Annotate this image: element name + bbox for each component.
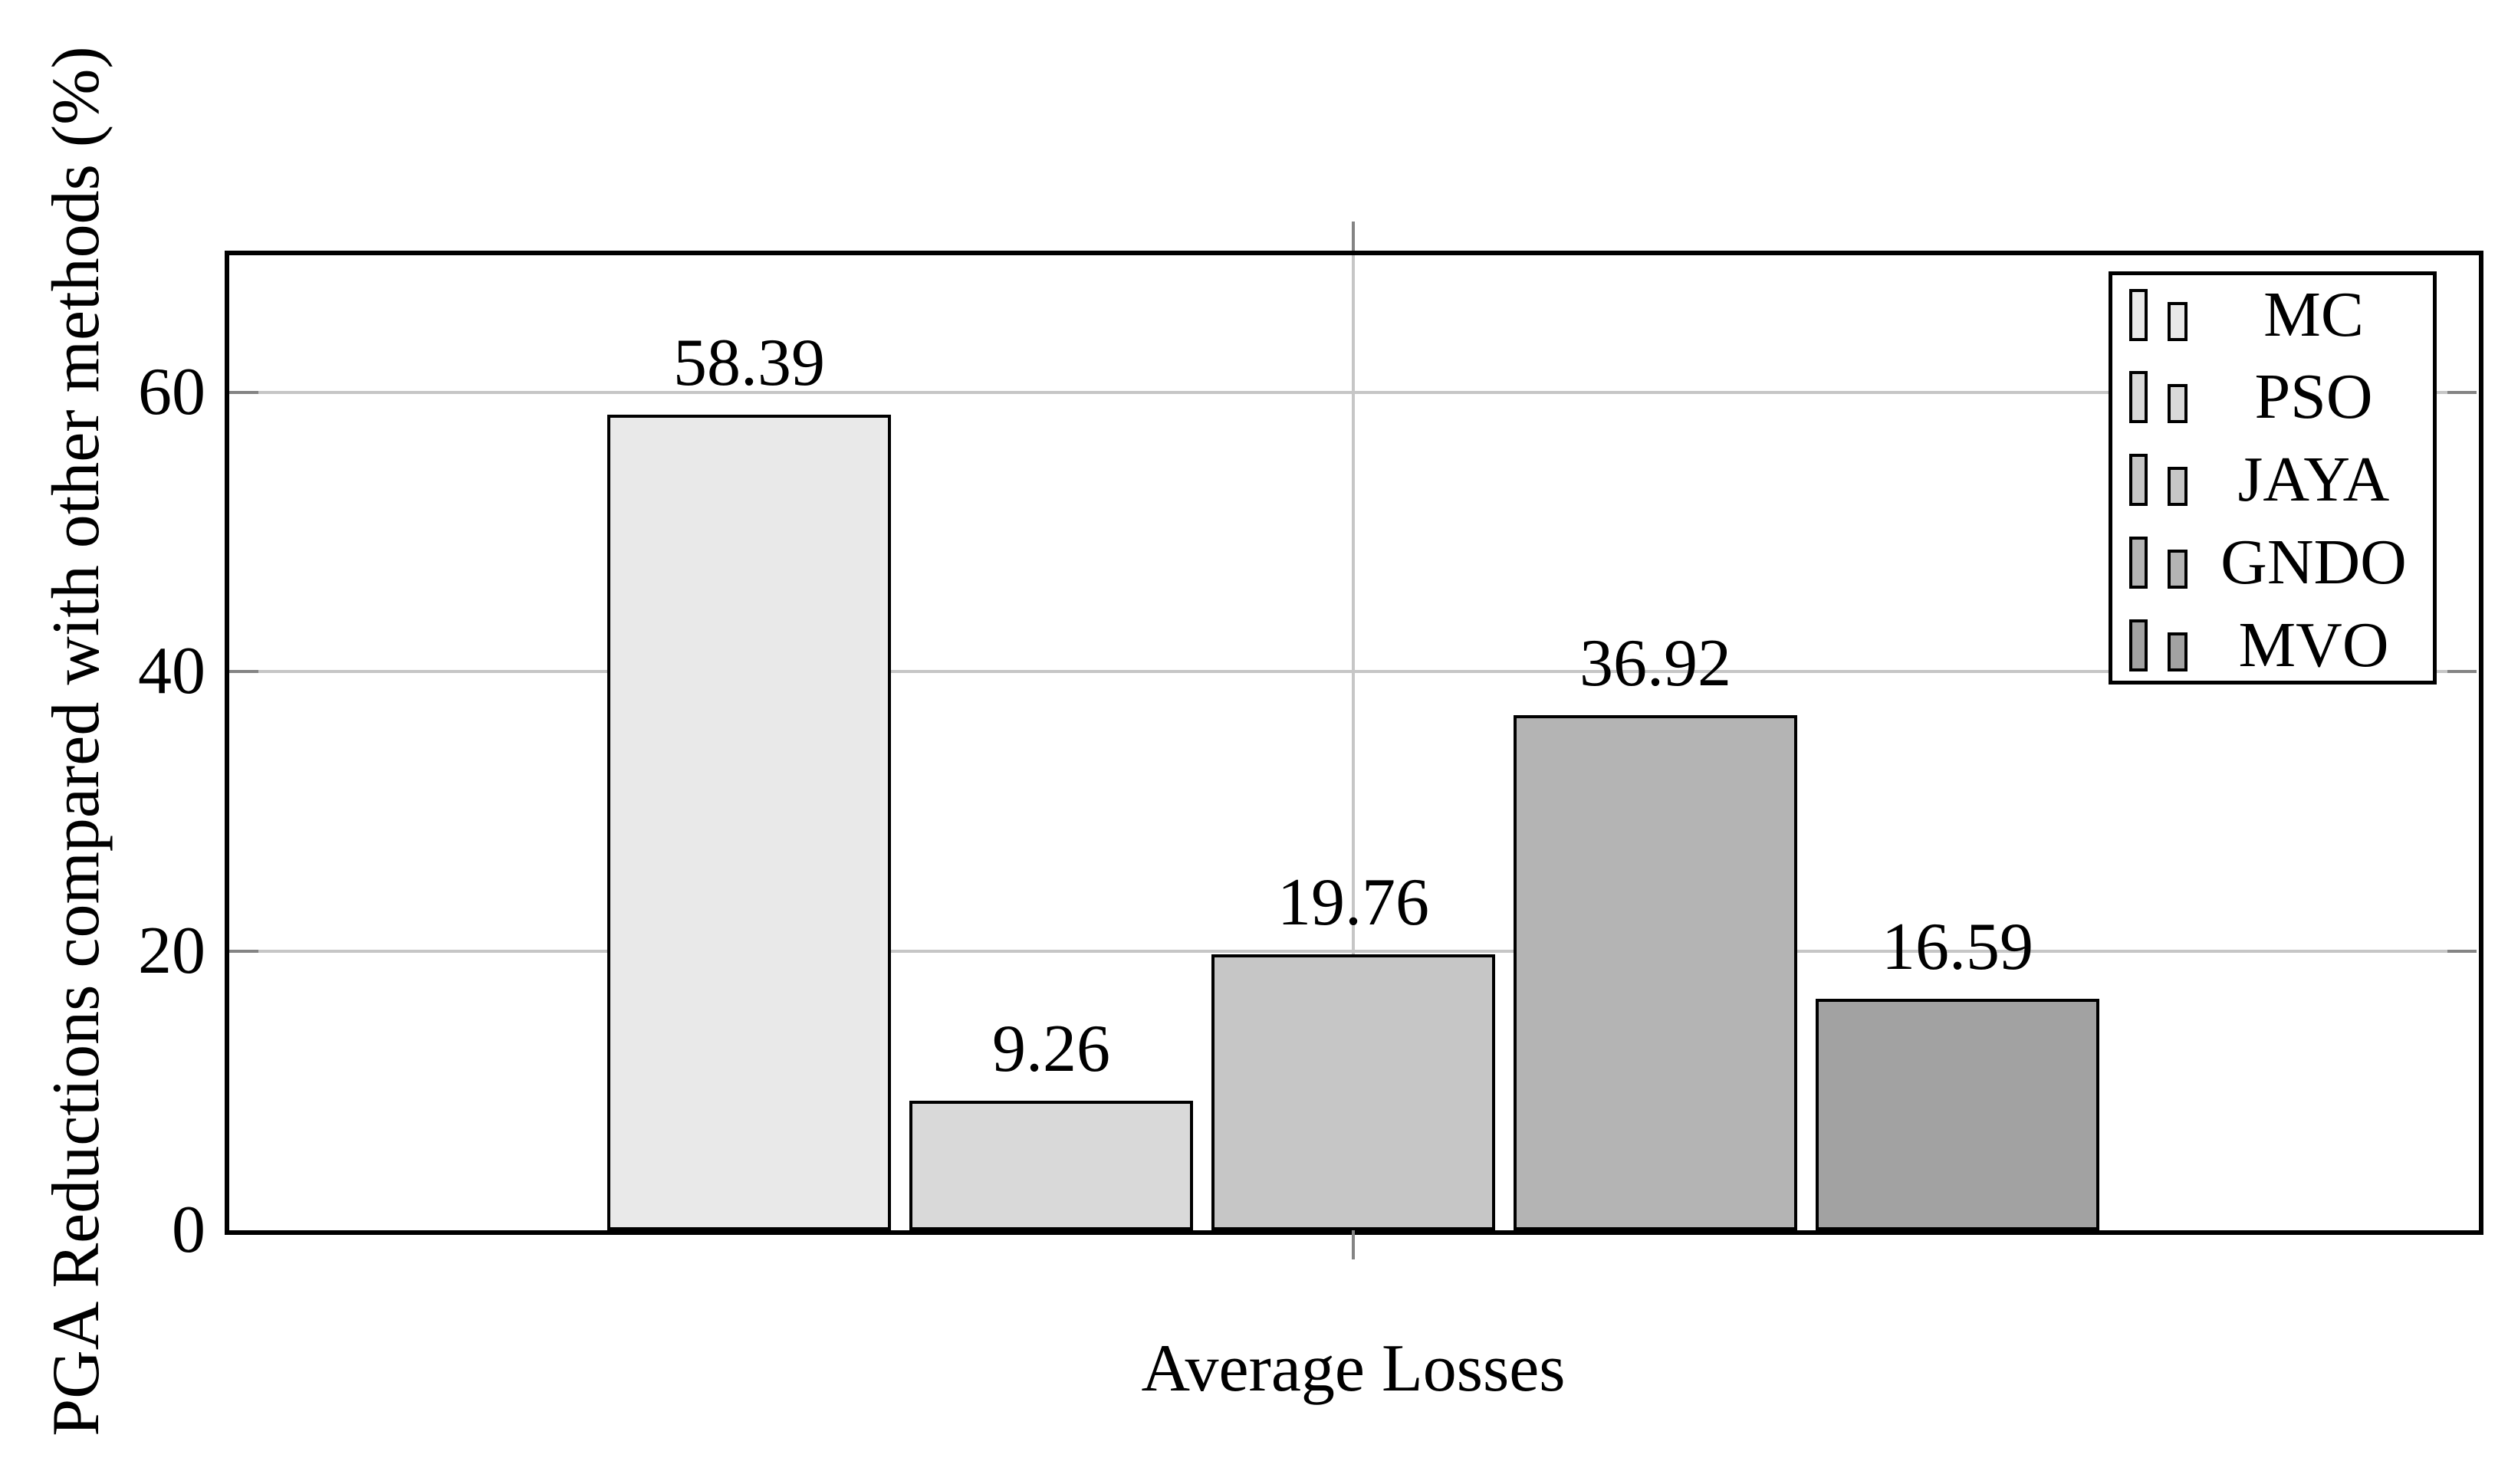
legend-label-pso: PSO [2254, 361, 2373, 432]
x-tick-top [1352, 222, 1355, 251]
legend-label-mvo: MVO [2238, 609, 2389, 681]
legend-row-mvo: MVO [2112, 604, 2433, 687]
legend-box: MC PSO JAYA GNDO MVO [2109, 271, 2437, 685]
y-tick-left-40 [229, 670, 258, 673]
legend-swatch-short-pso [2168, 384, 2188, 423]
legend-swatch-short-gndo [2168, 550, 2188, 589]
y-tick-label-0: 0 [172, 1193, 205, 1267]
legend-label-mc: MC [2263, 279, 2364, 350]
legend-swatch-tall-gndo [2129, 537, 2148, 589]
y-tick-right-20 [2447, 950, 2477, 953]
value-label-jaya: 19.76 [1277, 865, 1429, 940]
legend-swatch-tall-jaya [2129, 454, 2148, 506]
legend-swatch-tall-mvo [2129, 619, 2148, 671]
y-tick-right-60 [2447, 391, 2477, 394]
value-label-pso: 9.26 [992, 1012, 1110, 1086]
value-label-gndo: 36.92 [1579, 626, 1731, 701]
legend-row-jaya: JAYA [2112, 438, 2433, 521]
bar-mvo [1816, 999, 2099, 1230]
bar-jaya [1211, 954, 1495, 1230]
x-axis-label: Average Losses [1141, 1331, 1566, 1406]
x-tick-bottom [1352, 1230, 1355, 1259]
legend-swatch-short-mc [2168, 302, 2188, 341]
x-gridline-center [1352, 255, 1355, 1230]
bar-mc [607, 415, 891, 1230]
legend-swatch-tall-mc [2129, 289, 2148, 341]
y-tick-label-20: 20 [138, 914, 205, 988]
legend-swatch-short-jaya [2168, 467, 2188, 506]
value-label-mvo: 16.59 [1882, 910, 2033, 984]
y-tick-left-20 [229, 950, 258, 953]
legend-label-jaya: JAYA [2237, 444, 2390, 515]
legend-row-pso: PSO [2112, 356, 2433, 438]
y-tick-right-40 [2447, 670, 2477, 673]
legend-row-mc: MC [2112, 274, 2433, 356]
bar-gndo [1514, 715, 1797, 1230]
value-label-mc: 58.39 [673, 326, 825, 400]
legend-row-gndo: GNDO [2112, 521, 2433, 604]
y-tick-left-60 [229, 391, 258, 394]
legend-label-gndo: GNDO [2220, 527, 2407, 598]
y-tick-label-40: 40 [138, 634, 205, 708]
legend-swatch-tall-pso [2129, 371, 2148, 423]
legend-swatch-short-mvo [2168, 632, 2188, 671]
bar-pso [909, 1101, 1193, 1230]
y-tick-label-60: 60 [138, 355, 205, 429]
